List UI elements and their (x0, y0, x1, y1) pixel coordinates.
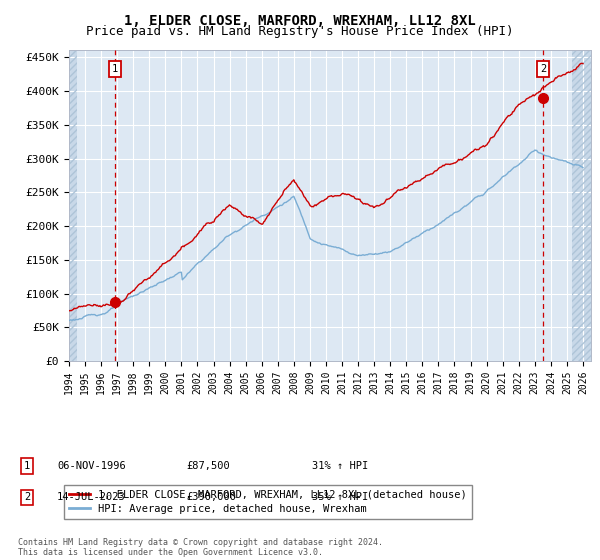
Text: 1, ELDER CLOSE, MARFORD, WREXHAM, LL12 8XL: 1, ELDER CLOSE, MARFORD, WREXHAM, LL12 8… (124, 14, 476, 28)
Text: 2: 2 (24, 492, 30, 502)
Bar (69, 50, 77, 361)
Text: Price paid vs. HM Land Registry's House Price Index (HPI): Price paid vs. HM Land Registry's House … (86, 25, 514, 38)
Legend: 1, ELDER CLOSE, MARFORD, WREXHAM, LL12 8XL (detached house), HPI: Average price,: 1, ELDER CLOSE, MARFORD, WREXHAM, LL12 8… (64, 484, 472, 519)
Text: 1: 1 (24, 461, 30, 471)
Text: 06-NOV-1996: 06-NOV-1996 (57, 461, 126, 471)
Text: £390,000: £390,000 (186, 492, 236, 502)
Text: Contains HM Land Registry data © Crown copyright and database right 2024.
This d: Contains HM Land Registry data © Crown c… (18, 538, 383, 557)
Bar (572, 50, 591, 361)
Text: £87,500: £87,500 (186, 461, 230, 471)
Text: 14-JUL-2023: 14-JUL-2023 (57, 492, 126, 502)
Text: 2: 2 (540, 64, 547, 74)
Text: 31% ↑ HPI: 31% ↑ HPI (312, 461, 368, 471)
Text: 35% ↑ HPI: 35% ↑ HPI (312, 492, 368, 502)
Text: 1: 1 (112, 64, 118, 74)
Bar (69, 50, 77, 361)
Bar (572, 50, 591, 361)
